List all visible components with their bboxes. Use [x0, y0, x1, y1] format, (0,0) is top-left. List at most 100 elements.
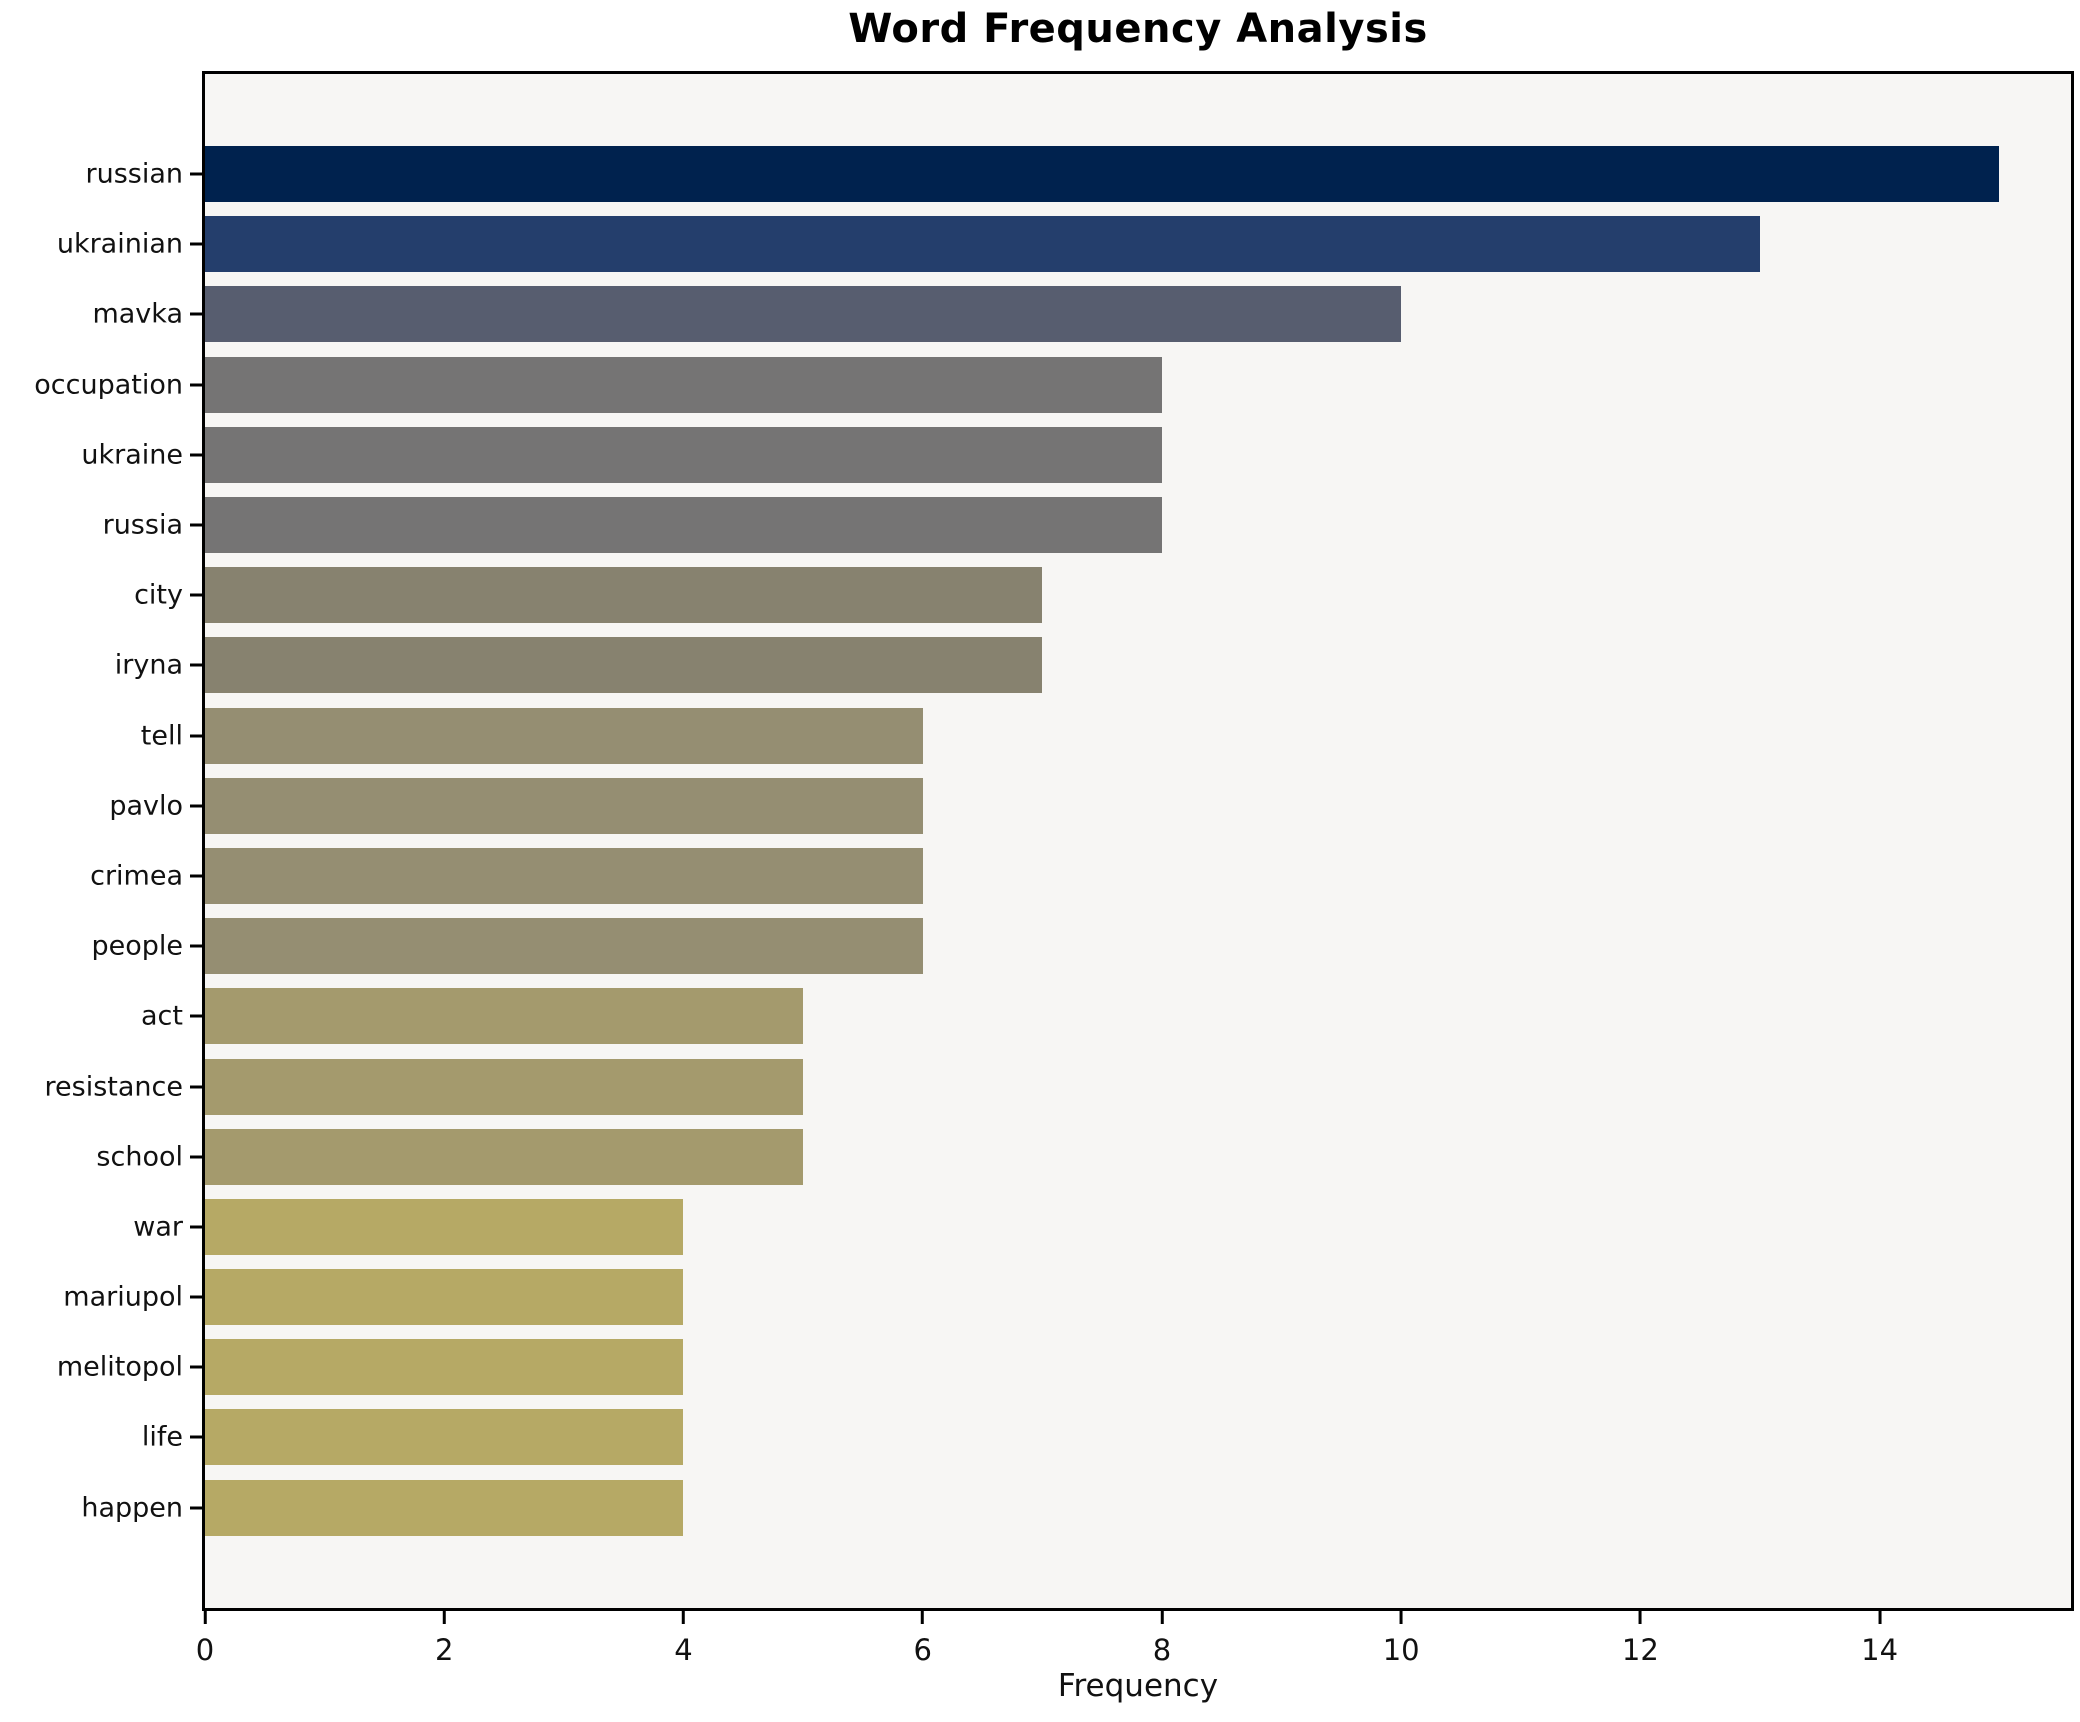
bar-occupation [205, 356, 1162, 413]
y-tick-mark [190, 804, 202, 808]
y-tick-label: crimea [90, 860, 183, 892]
bar-ukrainian [205, 216, 1760, 273]
y-tick-mark [190, 172, 202, 176]
x-tick: 4 [674, 1611, 693, 1667]
bar-mavka [205, 286, 1402, 343]
y-tick-mark [190, 663, 202, 667]
x-tick-label: 14 [1861, 1633, 1899, 1667]
y-tick-label: resistance [44, 1071, 183, 1103]
x-tick-label: 2 [434, 1633, 454, 1667]
bar-row: mavka [92, 279, 2071, 349]
y-tick-mark [190, 593, 202, 597]
bar-war [205, 1198, 684, 1255]
bar-row: act [141, 981, 2071, 1051]
y-tick-label: occupation [34, 369, 183, 401]
x-tick-label: 0 [195, 1633, 215, 1667]
y-tick-mark [190, 1295, 202, 1299]
bars-container: russian ukrainian mavka occupation ukraine ru… [34, 74, 2071, 1608]
bar-melitopol [205, 1339, 684, 1396]
y-tick-mark [190, 1506, 202, 1510]
bar-mariupol [205, 1269, 684, 1326]
x-axis-label: Frequency [1057, 1668, 1219, 1704]
y-tick-label: mavka [92, 298, 183, 330]
x-tick: 14 [1861, 1611, 1898, 1667]
x-tick-mark [442, 1611, 446, 1624]
y-tick-label: happen [81, 1492, 183, 1524]
bar-row: happen [81, 1473, 2071, 1543]
bar-resistance [205, 1058, 804, 1115]
bar-row: tell [141, 701, 2071, 771]
x-tick-label: 10 [1382, 1633, 1420, 1667]
bar-row: ukrainian [57, 209, 2071, 279]
y-tick-label: school [96, 1141, 183, 1173]
bar-people [205, 918, 923, 975]
y-tick-mark [190, 312, 202, 316]
bar-school [205, 1128, 804, 1185]
y-tick-label: melitopol [56, 1351, 183, 1383]
bar-row: russia [103, 490, 2071, 560]
y-tick-mark [190, 523, 202, 527]
plot-area: russian ukrainian mavka occupation ukraine ru… [34, 71, 2074, 1667]
x-tick-label: 12 [1621, 1633, 1659, 1667]
x-tick-label: 4 [674, 1633, 693, 1667]
bar-row: people [91, 911, 2071, 981]
y-tick-label: russia [102, 509, 183, 541]
y-tick-mark [190, 383, 202, 387]
y-tick-mark [190, 1225, 202, 1229]
x-tick-mark [921, 1611, 925, 1624]
x-tick-label: 6 [913, 1633, 932, 1667]
bar-russia [205, 497, 1162, 554]
x-tick: 2 [435, 1611, 453, 1667]
y-tick-label: city [134, 579, 183, 611]
y-tick-mark [190, 1365, 202, 1369]
y-tick-label: russian [85, 158, 183, 190]
bar-row: war [133, 1192, 2071, 1262]
x-tick: 8 [1153, 1611, 1171, 1667]
bar-iryna [205, 637, 1043, 694]
bar-row: iryna [115, 630, 2071, 700]
bar-city [205, 567, 1043, 624]
x-tick-mark [203, 1611, 207, 1624]
y-tick-label: life [141, 1421, 183, 1453]
x-tick: 12 [1622, 1611, 1659, 1667]
bar-row: school [96, 1122, 2071, 1192]
x-tick-mark [1878, 1611, 1882, 1624]
y-tick-label: tell [140, 720, 183, 752]
bar-row: occupation [34, 350, 2071, 420]
x-tick-mark [681, 1611, 685, 1624]
bar-row: life [142, 1402, 2071, 1472]
bar-row: russian [85, 139, 2071, 209]
x-tick-mark [1638, 1611, 1642, 1624]
x-tick-label: 8 [1152, 1633, 1172, 1667]
y-tick-mark [190, 1085, 202, 1089]
bar-russian [205, 146, 2000, 203]
bar-row: crimea [90, 841, 2071, 911]
bar-row: melitopol [57, 1332, 2071, 1402]
x-tick-mark [1160, 1611, 1164, 1624]
bar-pavlo [205, 777, 923, 834]
bar-row: ukraine [81, 420, 2071, 490]
y-tick-mark [190, 734, 202, 738]
bar-row: pavlo [109, 771, 2071, 841]
x-tick: 0 [196, 1611, 214, 1667]
y-tick-label: mariupol [63, 1281, 183, 1313]
y-tick-label: ukraine [81, 439, 183, 471]
bar-row: city [134, 560, 2071, 630]
y-tick-label: people [91, 930, 183, 962]
y-tick-label: pavlo [109, 790, 183, 822]
y-tick-label: ukrainian [56, 228, 183, 260]
bar-ukraine [205, 426, 1162, 483]
bar-life [205, 1409, 684, 1466]
x-axis: 0 2 4 6 8 10 12 14 [196, 1608, 2071, 1708]
y-tick-mark [190, 242, 202, 246]
x-tick-mark [1399, 1611, 1403, 1624]
bar-happen [205, 1479, 684, 1536]
bar-row: mariupol [63, 1262, 2071, 1332]
y-tick-mark [190, 874, 202, 878]
bar-crimea [205, 847, 923, 904]
y-tick-mark [190, 453, 202, 457]
x-tick: 10 [1383, 1611, 1420, 1667]
y-tick-mark [190, 1435, 202, 1439]
bar-row: resistance [45, 1051, 2071, 1121]
